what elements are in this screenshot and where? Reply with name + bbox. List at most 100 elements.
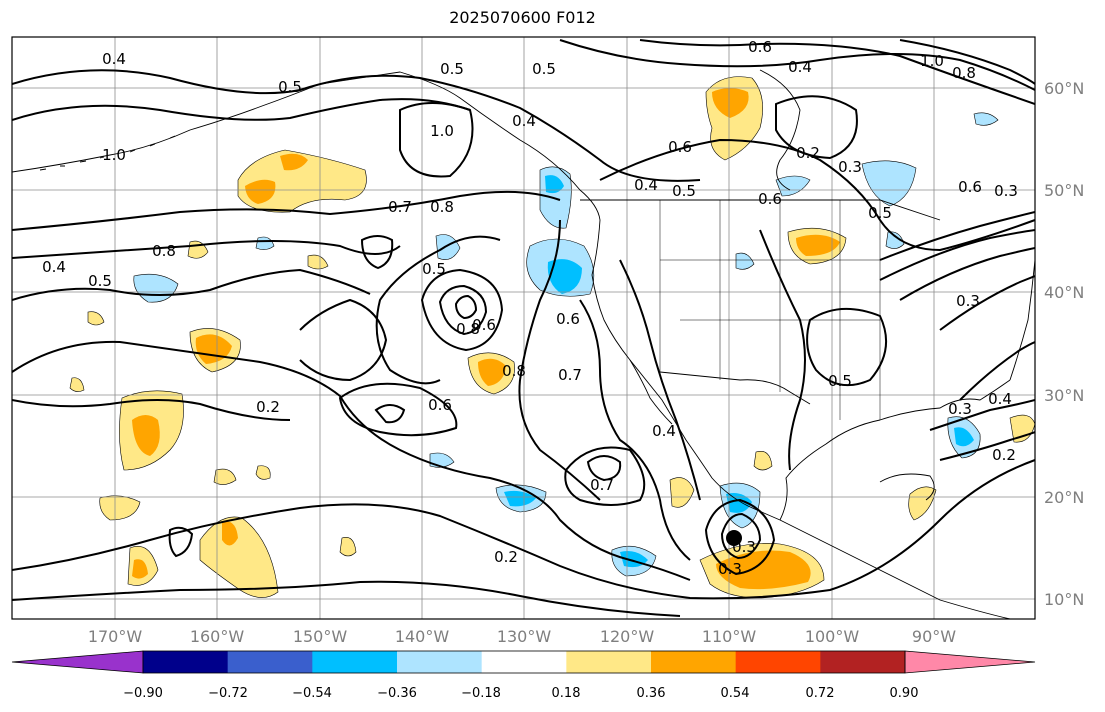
colorbar-segment	[143, 651, 229, 673]
contour-label: 0.6	[472, 316, 496, 334]
shade-light-blue	[435, 234, 461, 260]
contour-label: 0.8	[502, 362, 526, 380]
contour-ring	[586, 455, 622, 482]
contour-label: 1.0	[430, 122, 454, 140]
contour-label: 0.4	[634, 176, 658, 194]
longitude-labels: 170°W 160°W 150°W 140°W 130°W 120°W 110°…	[88, 627, 956, 646]
contour-ring	[564, 446, 646, 506]
contour-line	[759, 229, 806, 471]
contour-line	[12, 190, 561, 231]
contour-lines	[12, 39, 1035, 617]
contour-ring	[360, 235, 394, 270]
contour-label: 0.5	[422, 260, 446, 278]
contour-line	[12, 340, 691, 581]
contour-label: 0.3	[956, 292, 980, 310]
colorbar-extend-low	[11, 650, 144, 674]
shade-orange	[716, 550, 811, 590]
shade-yellow	[199, 516, 279, 598]
contour-line	[879, 211, 1035, 261]
contour-labels: 0.4 0.5 0.5 0.6 1.0 0.8 0.4 0.5 0.4 1.0 …	[42, 38, 1018, 578]
contour-line	[879, 229, 1035, 281]
contour-line	[12, 580, 681, 617]
contour-line	[12, 268, 371, 301]
contour-label: 0.2	[992, 446, 1016, 464]
contour-label: 0.7	[558, 366, 582, 384]
shade-yellow	[339, 537, 357, 557]
contour-ring	[806, 307, 887, 387]
latitude-labels: 60°N 50°N 40°N 30°N 20°N 10°N	[1044, 79, 1084, 609]
contour-label: 0.4	[652, 422, 676, 440]
lon-label: 90°W	[912, 627, 956, 646]
colorbar-segment	[820, 651, 906, 673]
central-america	[779, 519, 1011, 619]
lon-label: 100°W	[805, 627, 860, 646]
colorbar-tick-label: −0.36	[377, 686, 417, 701]
colorbar-tick-label: −0.90	[123, 686, 163, 701]
lon-label: 160°W	[190, 627, 245, 646]
contour-ring	[704, 498, 776, 576]
contour-label: 0.5	[88, 272, 112, 290]
colorbar-segment	[312, 651, 398, 673]
shade-yellow	[908, 486, 937, 521]
contour-label: 0.2	[256, 398, 280, 416]
shade-yellow	[99, 495, 141, 521]
contour-label: 0.5	[868, 204, 892, 222]
contour-label: 0.8	[952, 64, 976, 82]
lon-label: 110°W	[702, 627, 757, 646]
contour-label: 0.3	[838, 158, 862, 176]
colorbar-tick-label: 0.18	[552, 686, 581, 701]
shade-orange	[132, 559, 148, 579]
contour-line	[299, 298, 388, 382]
shade-light-blue	[885, 231, 905, 249]
colorbar-ticks: −0.90 −0.72 −0.54 −0.36 −0.18 0.18 0.36 …	[123, 686, 918, 701]
lat-label: 20°N	[1044, 488, 1084, 507]
contour-line	[559, 39, 1035, 91]
contour-label: 0.6	[748, 38, 772, 56]
colorbar-tick-label: −0.72	[208, 686, 248, 701]
map-frame	[11, 36, 1036, 620]
graticule	[12, 37, 1035, 619]
contour-label: 0.6	[428, 396, 452, 414]
colorbar-frame	[142, 650, 906, 674]
map-title: 2025070600 F012	[449, 8, 596, 27]
lat-label: 40°N	[1044, 283, 1084, 302]
lon-label: 130°W	[497, 627, 552, 646]
colorbar-segment	[735, 651, 821, 673]
contour-line	[939, 275, 1035, 331]
contour-label: 0.8	[456, 320, 480, 338]
contour-label: 0.3	[718, 560, 742, 578]
shade-orange	[796, 234, 840, 256]
colorbar-segment	[481, 651, 567, 673]
lat-label: 30°N	[1044, 386, 1084, 405]
lat-label: 50°N	[1044, 181, 1084, 200]
contour-label: 0.2	[796, 144, 820, 162]
contour-label: 0.8	[430, 198, 454, 216]
map-background	[12, 37, 1035, 619]
contour-ring	[775, 95, 858, 160]
state-borders	[659, 200, 881, 420]
contour-ring	[420, 268, 504, 352]
shade-yellow	[307, 254, 329, 270]
contour-line	[12, 399, 291, 421]
lon-label: 140°W	[395, 627, 450, 646]
colorbar-tick-label: 0.54	[721, 686, 750, 701]
contour-label: 0.8	[152, 242, 176, 260]
contour-label: 0.5	[828, 372, 852, 390]
contour-label: 0.3	[732, 538, 756, 556]
contour-label: 0.4	[42, 258, 66, 276]
shade-yellow	[87, 311, 105, 326]
shade-light-blue	[735, 252, 755, 270]
contour-line	[939, 431, 1035, 461]
lon-label: 170°W	[88, 627, 143, 646]
colorbar-tick-label: 0.72	[806, 686, 835, 701]
contour-label: 0.7	[590, 476, 614, 494]
contour-label: 1.0	[920, 52, 944, 70]
contour-line	[12, 459, 1035, 600]
shade-light-blue	[861, 160, 917, 207]
colorbar-segment	[397, 651, 483, 673]
contour-line	[929, 399, 1035, 431]
colorbar-segment	[651, 651, 737, 673]
shade-light-blue	[429, 452, 455, 468]
contour-line	[619, 259, 701, 501]
